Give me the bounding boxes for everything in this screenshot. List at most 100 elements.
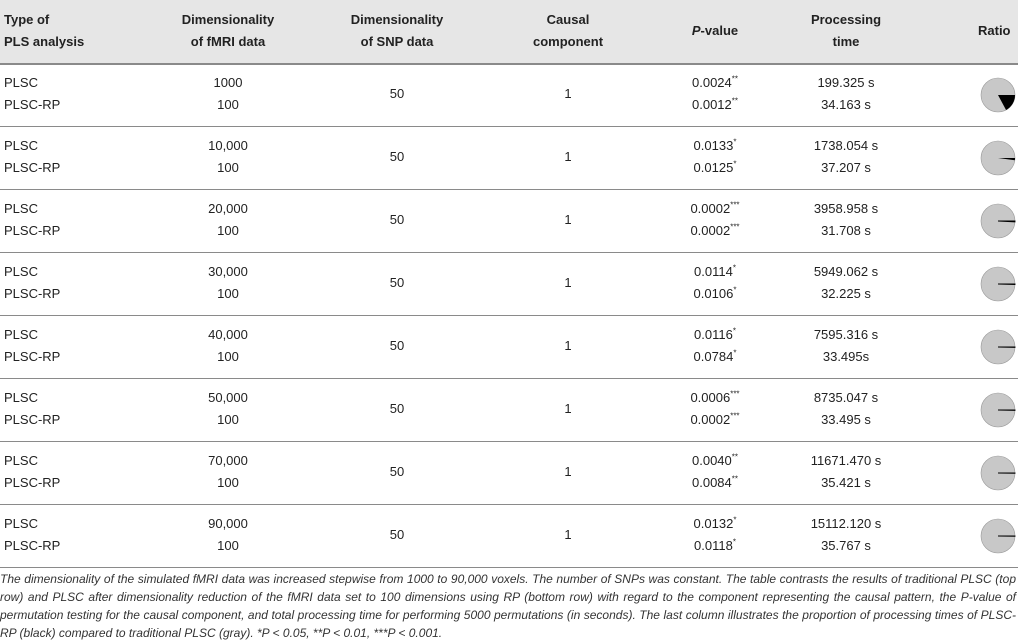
significance-marker: **	[731, 452, 738, 462]
cell-fmri-dim: 100	[217, 160, 239, 175]
pvalue-number: 0.0133	[693, 138, 734, 153]
header-time-line1: Processing	[810, 12, 882, 27]
header-fmri: Dimensionality of fMRI data	[168, 9, 288, 53]
cell-processing-time: 33.495s	[822, 349, 870, 364]
cell-snp-dim: 50	[389, 464, 405, 479]
significance-marker: ***	[730, 200, 740, 210]
cell-processing-time: 37.207 s	[821, 160, 871, 175]
cell-type: PLSC	[4, 327, 38, 342]
pvalue-number: 0.0024	[692, 75, 732, 90]
cell-processing-time: 31.708 s	[821, 223, 871, 238]
cell-processing-time: 32.225 s	[821, 286, 871, 301]
cell-fmri-dim: 20,000	[208, 201, 248, 216]
pie-slice-plsc-rp	[997, 283, 1016, 286]
cell-pvalue: 0.0133*	[655, 135, 775, 157]
cell-pvalue: 0.0114*	[655, 261, 775, 283]
pvalue-number: 0.0118	[694, 538, 733, 553]
cell-type: PLSC	[4, 264, 38, 279]
pvalue-number: 0.0006	[690, 390, 731, 405]
table-row: PLSC PLSC-RP 1000 100 50 1 0.0024** 0.0012** 199…	[0, 64, 1018, 127]
pvalue-number: 0.0125	[693, 160, 734, 175]
table-row: PLSC PLSC-RP 40,000 100 50 1 0.0116* 0.0784* 759…	[0, 316, 1018, 379]
significance-marker: ***	[730, 389, 740, 399]
cell-pvalue: 0.0002***	[655, 198, 775, 220]
cell-fmri-dim: 100	[217, 223, 239, 238]
cell-snp-dim: 50	[389, 527, 405, 542]
ratio-pie-chart	[980, 392, 1016, 428]
cell-pvalue: 0.0116*	[655, 324, 775, 346]
cell-pvalue: 0.0125*	[655, 157, 775, 179]
significance-marker: *	[732, 537, 736, 547]
cell-pvalue: 0.0118*	[655, 535, 775, 557]
table-row: PLSC PLSC-RP 30,000 100 50 1 0.0114* 0.0106* 594…	[0, 253, 1018, 316]
cell-type: PLSC	[4, 138, 38, 153]
cell-processing-time: 8735.047 s	[813, 390, 879, 405]
pvalue-number: 0.0084	[692, 475, 732, 490]
cell-causal-component: 1	[564, 149, 572, 164]
cell-pvalue: 0.0106*	[655, 283, 775, 305]
cell-type: PLSC	[4, 390, 38, 405]
cell-pvalue: 0.0084**	[655, 472, 775, 494]
cell-processing-time: 35.421 s	[821, 475, 871, 490]
header-pvalue-italic: P	[691, 23, 701, 38]
cell-fmri-dim: 1000	[213, 75, 243, 90]
cell-type: PLSC-RP	[4, 412, 61, 427]
pvalue-number: 0.0116	[694, 327, 733, 342]
cell-type: PLSC	[4, 453, 38, 468]
pie-slice-plsc-rp	[998, 158, 1015, 161]
table-row: PLSC PLSC-RP 20,000 100 50 1 0.0002*** 0.0002**…	[0, 190, 1018, 253]
cell-processing-time: 35.767 s	[821, 538, 871, 553]
cell-processing-time: 34.163 s	[821, 97, 871, 112]
cell-processing-time: 11671.470 s	[810, 453, 882, 468]
header-type: Type of PLS analysis	[4, 9, 84, 53]
cell-processing-time: 5949.062 s	[813, 264, 879, 279]
cell-causal-component: 1	[564, 86, 572, 101]
significance-marker: **	[731, 96, 738, 106]
table-header: Type of PLS analysis Dimensionality of f…	[0, 0, 1018, 65]
cell-type: PLSC-RP	[4, 223, 61, 238]
cell-type: PLSC-RP	[4, 286, 61, 301]
header-causal-line2: component	[532, 34, 604, 49]
pvalue-number: 0.0106	[693, 286, 734, 301]
significance-marker: *	[732, 326, 736, 336]
cell-processing-time: 3958.958 s	[813, 201, 879, 216]
cell-type: PLSC-RP	[4, 349, 61, 364]
cell-causal-component: 1	[564, 212, 572, 227]
cell-fmri-dim: 40,000	[208, 327, 248, 342]
significance-marker: *	[733, 515, 737, 525]
cell-causal-component: 1	[564, 338, 572, 353]
header-type-line1: Type of	[4, 12, 50, 27]
pie-slice-plsc-rp	[998, 95, 1015, 110]
ratio-pie-chart	[980, 518, 1016, 554]
cell-causal-component: 1	[564, 464, 572, 479]
cell-pvalue: 0.0006***	[655, 387, 775, 409]
cell-fmri-dim: 70,000	[208, 453, 248, 468]
cell-snp-dim: 50	[389, 401, 405, 416]
cell-pvalue: 0.0002***	[655, 409, 775, 431]
header-pvalue-rest: -value	[700, 23, 739, 38]
cell-pvalue: 0.0784*	[655, 346, 775, 368]
header-time-line2: time	[832, 34, 860, 49]
cell-fmri-dim: 100	[217, 97, 239, 112]
significance-marker: ***	[730, 222, 740, 232]
significance-marker: *	[733, 348, 737, 358]
cell-type: PLSC	[4, 201, 38, 216]
header-fmri-line2: of fMRI data	[190, 34, 266, 49]
cell-causal-component: 1	[564, 275, 572, 290]
ratio-pie-chart	[980, 266, 1016, 302]
table-row: PLSC PLSC-RP 50,000 100 50 1 0.0006*** 0.0002**…	[0, 379, 1018, 442]
header-snp-line1: Dimensionality	[350, 12, 444, 27]
cell-processing-time: 15112.120 s	[810, 516, 882, 531]
cell-pvalue: 0.0012**	[655, 94, 775, 116]
significance-marker: **	[731, 474, 738, 484]
ratio-pie-chart	[980, 455, 1016, 491]
cell-pvalue: 0.0040**	[655, 450, 775, 472]
pvalue-number: 0.0114	[694, 264, 733, 279]
cell-fmri-dim: 100	[217, 286, 239, 301]
pvalue-number: 0.0784	[693, 349, 734, 364]
table-row: PLSC PLSC-RP 70,000 100 50 1 0.0040** 0.0084** 1…	[0, 442, 1018, 505]
header-pvalue: P-value	[655, 20, 775, 42]
cell-type: PLSC	[4, 75, 38, 90]
cell-type: PLSC-RP	[4, 160, 61, 175]
header-type-line2: PLS analysis	[4, 34, 85, 49]
